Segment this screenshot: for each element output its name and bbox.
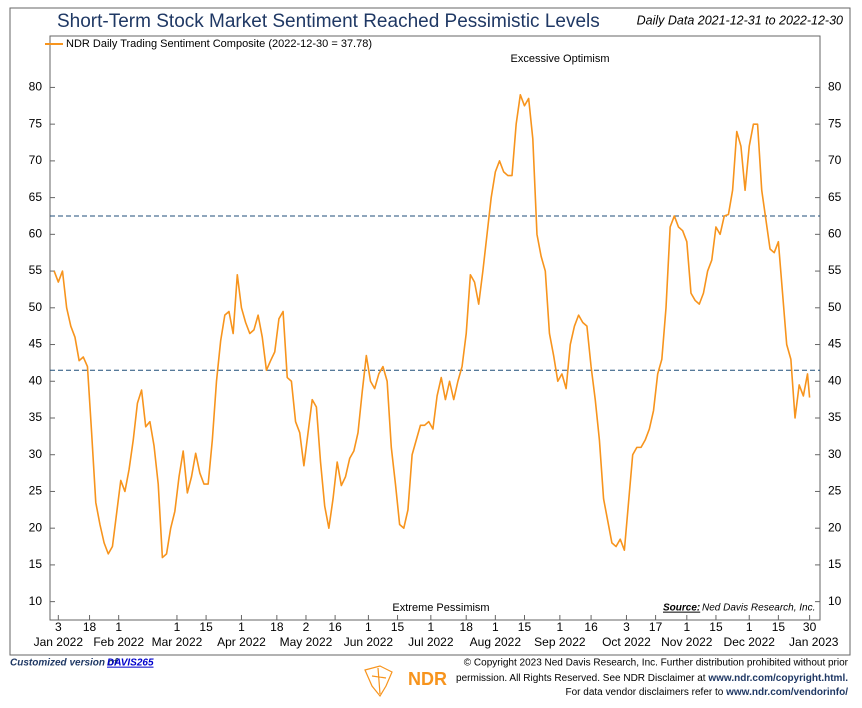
x-tick-label: 2 — [303, 620, 310, 634]
month-label: Sep 2022 — [534, 635, 586, 649]
y2-tick-label: 60 — [828, 227, 842, 241]
y2-tick-label: 65 — [828, 190, 842, 204]
y2-tick-label: 30 — [828, 447, 842, 461]
x-tick-label: 1 — [115, 620, 122, 634]
y-tick-label: 45 — [29, 337, 43, 351]
y-tick-label: 65 — [29, 190, 43, 204]
y2-tick-label: 45 — [828, 337, 842, 351]
x-tick-label: 15 — [199, 620, 213, 634]
x-tick-label: 1 — [365, 620, 372, 634]
x-tick-label: 15 — [709, 620, 723, 634]
x-tick-label: 3 — [55, 620, 62, 634]
outer-frame — [9, 7, 851, 656]
y2-tick-label: 50 — [828, 300, 842, 314]
y2-tick-label: 70 — [828, 153, 842, 167]
x-tick-label: 1 — [557, 620, 564, 634]
month-label: Nov 2022 — [661, 635, 713, 649]
copyright-link[interactable]: www.ndr.com/copyright.html. — [707, 673, 848, 684]
x-tick-label: 1 — [492, 620, 499, 634]
month-label: Apr 2022 — [217, 635, 266, 649]
chart-subtitle: Daily Data 2021-12-31 to 2022-12-30 — [637, 13, 843, 27]
x-tick-label: 1 — [174, 620, 181, 634]
y-tick-label: 30 — [29, 447, 43, 461]
month-label: Jan 2022 — [34, 635, 84, 649]
copyright: permission. All Rights Reserved. See NDR… — [456, 673, 848, 684]
x-tick-label: 15 — [518, 620, 532, 634]
y-tick-label: 40 — [29, 373, 43, 387]
source-text: Ned Davis Research, Inc. — [702, 603, 815, 614]
chart-title: Short-Term Stock Market Sentiment Reache… — [57, 11, 600, 32]
footer-link[interactable]: DAVIS265 — [107, 658, 154, 669]
x-tick-label: 1 — [746, 620, 753, 634]
x-tick-label: 18 — [83, 620, 97, 634]
x-tick-label: 1 — [238, 620, 245, 634]
month-label: Mar 2022 — [152, 635, 203, 649]
copyright-text: permission. All Rights Reserved. See NDR… — [456, 673, 708, 684]
series-line — [53, 93, 811, 559]
copyright-link[interactable]: www.ndr.com/vendorinfo/ — [725, 687, 848, 698]
y-tick-label: 70 — [29, 153, 43, 167]
y-tick-label: 10 — [29, 594, 43, 608]
month-label: Feb 2022 — [93, 635, 144, 649]
x-tick-label: 30 — [803, 620, 817, 634]
month-label: Dec 2022 — [724, 635, 776, 649]
month-label: May 2022 — [280, 635, 333, 649]
x-tick-label: 17 — [649, 620, 663, 634]
month-label: Jul 2022 — [408, 635, 454, 649]
month-label: Aug 2022 — [470, 635, 522, 649]
x-tick-label: 1 — [427, 620, 434, 634]
x-tick-label: 15 — [772, 620, 786, 634]
y-tick-label: 25 — [29, 484, 43, 498]
y2-tick-label: 20 — [828, 520, 842, 534]
y-tick-label: 15 — [29, 557, 43, 571]
annotation: Extreme Pessimism — [392, 602, 489, 614]
x-tick-label: 3 — [623, 620, 630, 634]
x-tick-label: 15 — [391, 620, 405, 634]
x-tick-label: 18 — [460, 620, 474, 634]
y2-tick-label: 55 — [828, 263, 842, 277]
y2-tick-label: 40 — [828, 373, 842, 387]
annotation: Excessive Optimism — [510, 53, 609, 65]
legend-label: NDR Daily Trading Sentiment Composite (2… — [66, 38, 372, 50]
y-tick-label: 80 — [29, 80, 43, 94]
month-label: Jan 2023 — [789, 635, 839, 649]
y2-tick-label: 75 — [828, 116, 842, 130]
month-label: Jun 2022 — [344, 635, 394, 649]
y-tick-label: 35 — [29, 410, 43, 424]
x-tick-label: 16 — [328, 620, 342, 634]
y2-tick-label: 25 — [828, 484, 842, 498]
y-tick-label: 55 — [29, 263, 43, 277]
plot-frame — [49, 35, 821, 621]
x-tick-label: 16 — [584, 620, 598, 634]
copyright: © Copyright 2023 Ned Davis Research, Inc… — [464, 658, 849, 669]
y2-tick-label: 10 — [828, 594, 842, 608]
month-label: Oct 2022 — [602, 635, 651, 649]
y-tick-label: 75 — [29, 116, 43, 130]
y2-tick-label: 15 — [828, 557, 842, 571]
source-label: Source: — [663, 603, 700, 614]
y-tick-label: 20 — [29, 520, 43, 534]
x-tick-label: 1 — [683, 620, 690, 634]
copyright-text: For data vendor disclaimers refer to — [566, 687, 727, 698]
y-tick-label: 60 — [29, 227, 43, 241]
logo-text: NDR — [408, 669, 447, 689]
footer-custom: Customized version of — [10, 658, 119, 669]
y2-tick-label: 80 — [828, 80, 842, 94]
copyright: For data vendor disclaimers refer to www… — [566, 687, 849, 698]
y2-tick-label: 35 — [828, 410, 842, 424]
x-tick-label: 18 — [270, 620, 284, 634]
logo-icon — [364, 665, 393, 698]
y-tick-label: 50 — [29, 300, 43, 314]
